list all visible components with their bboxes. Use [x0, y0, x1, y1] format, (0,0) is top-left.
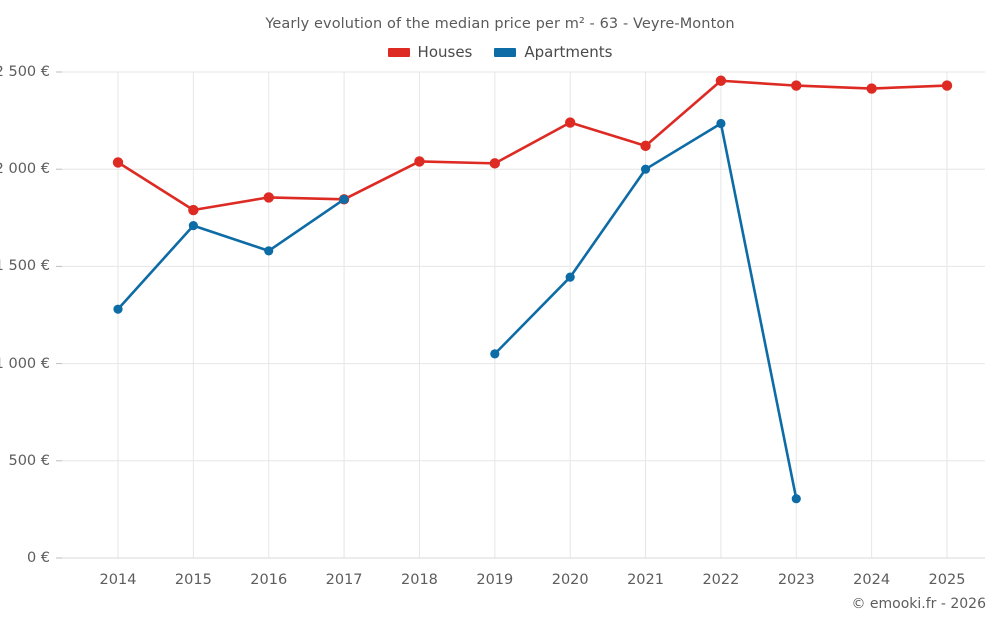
x-axis-label-2021: 2021 — [627, 572, 664, 588]
x-axis-label-2015: 2015 — [174, 572, 212, 588]
legend-swatch-houses — [387, 47, 410, 57]
chart-legend: Houses Apartments — [0, 43, 1000, 61]
series-houses — [112, 75, 953, 216]
x-axis-label-2018: 2018 — [401, 572, 438, 588]
y-axis-label-1000: 1 000 € — [0, 355, 50, 372]
legend-label-houses: Houses — [417, 43, 473, 61]
y-axis-label-1500: 1 500 € — [0, 258, 50, 275]
data-point-apartments-2016[interactable] — [264, 246, 274, 256]
gridlines — [62, 71, 985, 559]
x-axis-label-2014: 2014 — [99, 572, 137, 588]
data-point-apartments-2023[interactable] — [791, 494, 801, 504]
data-point-houses-2023[interactable] — [791, 80, 802, 91]
y-axis-label-500: 500 € — [8, 452, 50, 469]
chart-title: Yearly evolution of the median price per… — [265, 16, 735, 32]
x-axis-label-2016: 2016 — [250, 572, 288, 588]
data-point-houses-2015[interactable] — [188, 204, 199, 216]
footer-credit: © emooki.fr - 2026 — [851, 596, 986, 612]
data-point-apartments-2014[interactable] — [113, 304, 123, 314]
data-point-houses-2025[interactable] — [941, 80, 953, 91]
data-point-houses-2018[interactable] — [414, 156, 425, 167]
legend-item-apartments[interactable]: Apartments — [494, 43, 612, 61]
data-point-houses-2014[interactable] — [112, 157, 124, 168]
data-point-houses-2019[interactable] — [489, 158, 501, 169]
data-point-apartments-2015[interactable] — [188, 220, 198, 231]
data-point-apartments-2017[interactable] — [339, 194, 349, 204]
x-axis-label-2022: 2022 — [702, 572, 740, 588]
y-axis-label-2500: 2 500 € — [0, 64, 50, 80]
x-axis-label-2017: 2017 — [325, 572, 363, 588]
series-apartments — [113, 118, 801, 504]
data-point-houses-2020[interactable] — [564, 117, 576, 128]
x-axis-label-2020: 2020 — [551, 572, 589, 588]
x-axis-label-2019: 2019 — [476, 572, 514, 588]
x-axis-label-2023: 2023 — [777, 572, 815, 588]
data-point-apartments-2019[interactable] — [490, 349, 500, 359]
y-axis-label-0: 0 € — [26, 550, 50, 566]
x-axis-label-2025: 2025 — [928, 572, 966, 588]
data-point-houses-2016[interactable] — [263, 192, 274, 203]
legend-item-houses[interactable]: Houses — [387, 43, 473, 61]
data-point-apartments-2020[interactable] — [565, 272, 575, 282]
data-point-houses-2024[interactable] — [866, 83, 877, 94]
data-point-apartments-2021[interactable] — [640, 164, 651, 174]
legend-label-apartments: Apartments — [524, 43, 613, 61]
y-axis-ticks — [56, 71, 62, 559]
data-point-apartments-2022[interactable] — [716, 118, 726, 129]
data-point-houses-2022[interactable] — [715, 75, 727, 86]
legend-swatch-apartments — [494, 47, 517, 57]
series-line-houses — [116, 79, 949, 212]
series-line-apartments — [116, 198, 346, 311]
data-point-houses-2021[interactable] — [640, 140, 651, 152]
y-axis-label-2000: 2 000 € — [0, 161, 50, 178]
x-axis-label-2024: 2024 — [853, 572, 891, 588]
